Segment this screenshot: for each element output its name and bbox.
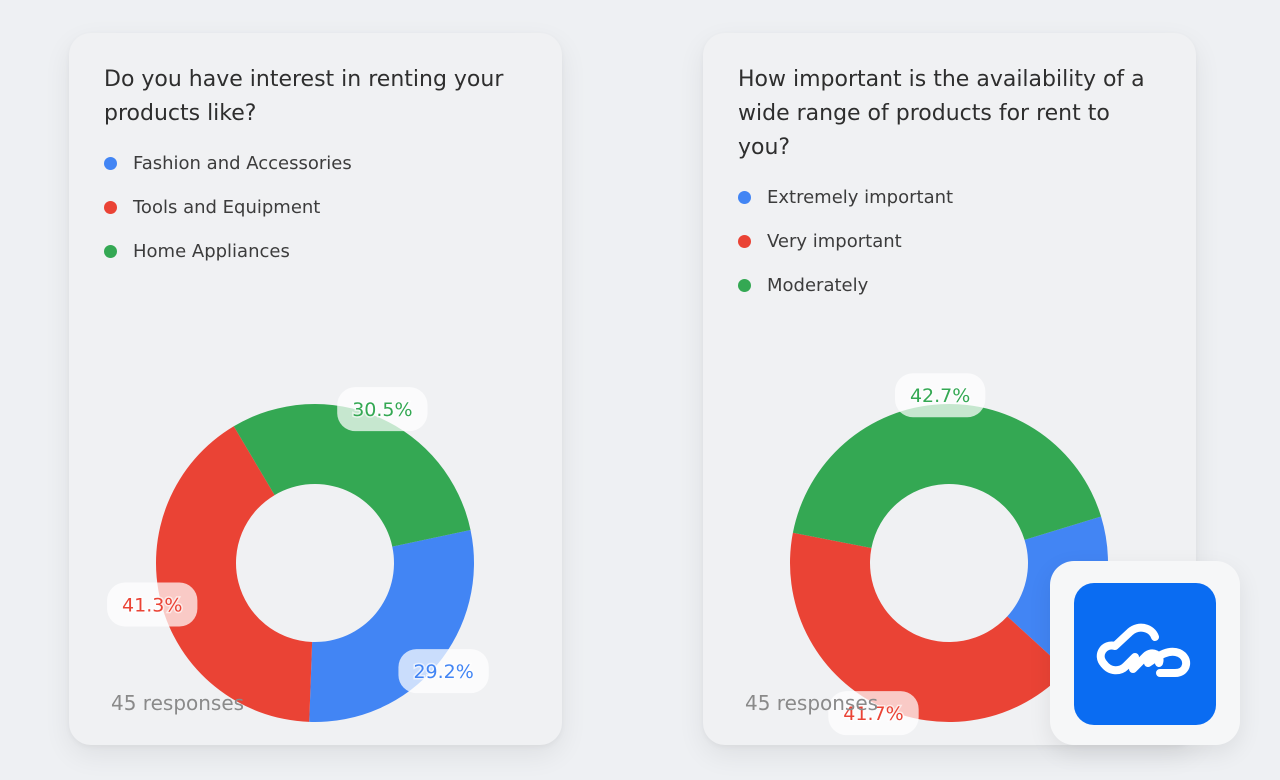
legend-dot-green bbox=[104, 244, 117, 258]
donut-slice-very bbox=[790, 532, 1067, 722]
legend-dot-red bbox=[104, 200, 117, 214]
chart-legend: Extremely important Very important Moder… bbox=[738, 175, 953, 307]
legend-item-fashion: Fashion and Accessories bbox=[104, 141, 352, 185]
legend-item-extremely: Extremely important bbox=[738, 175, 953, 219]
legend-dot-red bbox=[738, 234, 751, 248]
donut-chart: 29.2% 41.3% 30.5% bbox=[107, 387, 489, 722]
question-title: Do you have interest in renting your pro… bbox=[104, 67, 504, 126]
responses-count: 45 responses bbox=[745, 691, 879, 715]
data-label-moderately: 42.7% bbox=[910, 385, 970, 407]
legend-label: Tools and Equipment bbox=[133, 196, 321, 218]
data-label-pill bbox=[337, 387, 428, 432]
donut-slice-home bbox=[233, 404, 471, 547]
legend-label: Very important bbox=[767, 230, 902, 252]
responses-count: 45 responses bbox=[111, 691, 245, 715]
app-logo[interactable] bbox=[1074, 583, 1216, 725]
data-label-very: 41.7% bbox=[843, 703, 903, 725]
legend-label: Home Appliances bbox=[133, 240, 290, 262]
app-badge[interactable] bbox=[1050, 561, 1240, 745]
data-label-fashion: 29.2% bbox=[413, 661, 473, 683]
donut-slice-fashion bbox=[309, 529, 474, 722]
legend-item-very: Very important bbox=[738, 219, 953, 263]
donut-slice-moderately bbox=[792, 404, 1102, 548]
data-label-pill bbox=[107, 582, 198, 627]
legend-item-tools: Tools and Equipment bbox=[104, 185, 352, 229]
legend-label: Extremely important bbox=[767, 186, 954, 208]
question-title: How important is the availability of a w… bbox=[738, 67, 1145, 160]
data-label-pill bbox=[398, 649, 489, 694]
legend-item-home: Home Appliances bbox=[104, 229, 352, 273]
data-label-home: 30.5% bbox=[352, 399, 412, 421]
donut-slice-tools bbox=[155, 426, 313, 722]
legend-label: Moderately bbox=[767, 274, 869, 296]
legend-dot-blue bbox=[738, 190, 751, 204]
legend-dot-green bbox=[738, 278, 751, 292]
data-label-tools: 41.3% bbox=[122, 595, 182, 617]
legend-item-moderately: Moderately bbox=[738, 263, 953, 307]
legend-dot-blue bbox=[104, 156, 117, 170]
link-cloud-icon bbox=[1096, 623, 1190, 677]
data-label-pill bbox=[894, 373, 986, 418]
data-label-pill bbox=[828, 691, 919, 736]
legend-label: Fashion and Accessories bbox=[133, 152, 352, 174]
chart-legend: Fashion and Accessories Tools and Equipm… bbox=[104, 141, 352, 273]
survey-card-interest: Do you have interest in renting your pro… bbox=[69, 33, 562, 745]
